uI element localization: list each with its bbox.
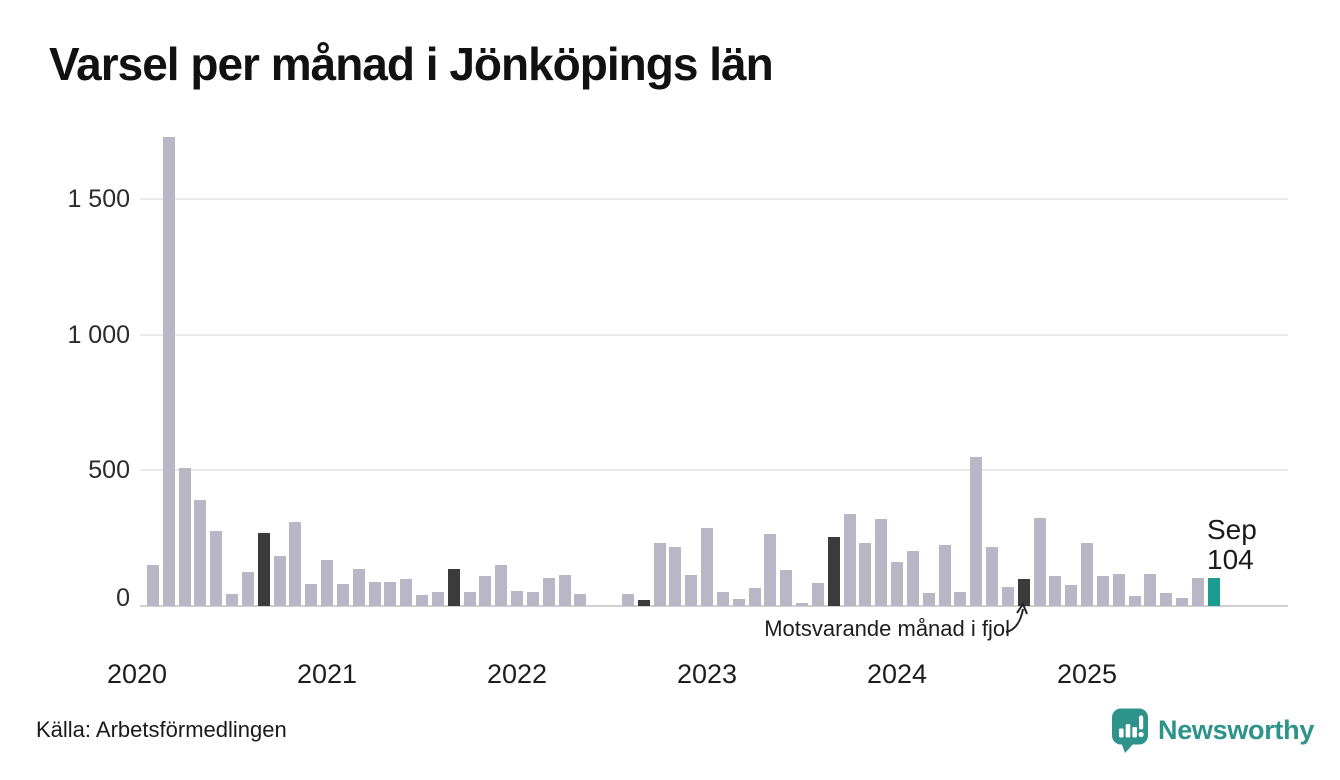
bar-jun-2024 <box>970 456 983 606</box>
current-month-label: Sep 104 <box>1207 515 1257 575</box>
bar-dec-2021 <box>495 565 508 606</box>
x-axis-year-label: 2025 <box>1056 659 1118 689</box>
bar-oct-2021 <box>463 592 476 606</box>
bar-jul-2021 <box>416 594 428 606</box>
bar-aug-2024 <box>1001 586 1014 606</box>
bar-jul-2025 <box>1176 598 1188 606</box>
bar-feb-2024 <box>906 550 919 606</box>
bar-apr-2020 <box>178 467 191 606</box>
bar-feb-2021 <box>336 584 349 606</box>
current-month-value: 104 <box>1207 544 1254 575</box>
bar-may-2024 <box>954 591 967 606</box>
bar-nov-2021 <box>479 576 492 606</box>
chart-title: Varsel per månad i Jönköpings län <box>49 38 774 90</box>
bar-feb-2020 <box>146 565 159 606</box>
bar-nov-2022 <box>669 547 682 606</box>
bar-feb-2025 <box>1096 576 1109 606</box>
bar-may-2020 <box>194 500 207 606</box>
bar-mar-2022 <box>542 578 555 606</box>
bar-sep-2023 <box>827 537 840 606</box>
bar-may-2021 <box>384 581 397 606</box>
bar-sep-2020 <box>257 532 270 606</box>
newsworthy-logo-text: Newsworthy <box>1158 715 1315 745</box>
bar-mar-2021 <box>352 569 365 606</box>
bar-sep-2022 <box>637 600 650 606</box>
bar-mar-2020 <box>162 136 175 606</box>
x-axis-baseline <box>140 605 1288 607</box>
bar-jan-2025 <box>1081 542 1093 606</box>
bar-dec-2020 <box>305 584 318 606</box>
bar-jan-2021 <box>321 559 333 606</box>
x-axis-year-label: 2021 <box>296 659 358 689</box>
x-axis-year-label: 2023 <box>676 659 738 689</box>
bar-apr-2024 <box>938 545 951 606</box>
y-axis-tick-label: 0 <box>116 584 130 612</box>
bar-sep-2024 <box>1017 579 1030 606</box>
bar-nov-2020 <box>289 521 302 606</box>
bar-jan-2022 <box>511 590 523 606</box>
y-axis-tick-label: 500 <box>88 456 130 485</box>
bar-apr-2022 <box>558 575 571 606</box>
bar-mar-2023 <box>732 599 745 606</box>
bar-sep-2025 <box>1207 577 1220 606</box>
annotation-label: Motsvarande månad i fjol <box>764 616 1010 641</box>
bar-jul-2023 <box>796 602 808 606</box>
bar-aug-2023 <box>811 582 824 606</box>
bar-dec-2024 <box>1065 585 1078 606</box>
newsworthy-logo: Newsworthy <box>1110 707 1314 754</box>
bar-apr-2023 <box>748 587 761 606</box>
bar-sep-2021 <box>447 569 460 606</box>
bar-mar-2024 <box>922 592 935 606</box>
bar-mar-2025 <box>1112 574 1125 606</box>
y-axis-tick-label: 1 500 <box>67 185 130 213</box>
gridline <box>140 333 1288 336</box>
bar-apr-2025 <box>1128 596 1141 606</box>
y-axis-tick-label: 1 000 <box>67 320 130 349</box>
bar-aug-2021 <box>431 592 444 606</box>
bar-may-2022 <box>574 594 587 606</box>
bar-oct-2022 <box>653 542 666 606</box>
bar-aug-2025 <box>1191 578 1204 606</box>
bar-jul-2024 <box>986 546 998 606</box>
bar-jun-2025 <box>1160 592 1173 606</box>
current-month-name: Sep <box>1207 514 1257 545</box>
bar-may-2023 <box>764 533 777 606</box>
annotation-arrow-icon <box>1005 601 1028 633</box>
bar-jan-2024 <box>891 561 903 606</box>
x-axis-year-label: 2020 <box>106 659 168 689</box>
newsworthy-bubble-chart-icon <box>1112 708 1148 753</box>
bar-dec-2023 <box>875 519 888 606</box>
source-note: Källa: Arbetsförmedlingen <box>36 717 287 742</box>
bar-aug-2022 <box>621 594 634 606</box>
bar-may-2025 <box>1144 574 1157 606</box>
bar-dec-2022 <box>685 575 698 606</box>
bar-feb-2023 <box>716 591 729 606</box>
bar-jul-2020 <box>226 593 238 606</box>
bar-jan-2023 <box>701 528 713 606</box>
bar-jun-2020 <box>210 531 223 606</box>
bar-oct-2020 <box>273 555 286 606</box>
x-axis-year-label: 2024 <box>866 659 928 689</box>
gridline <box>140 198 1288 200</box>
bar-aug-2020 <box>241 572 254 606</box>
bar-nov-2024 <box>1049 575 1062 606</box>
x-axis-year-label: 2022 <box>486 659 548 689</box>
bar-apr-2021 <box>368 581 381 606</box>
bar-oct-2024 <box>1033 517 1046 606</box>
bar-oct-2023 <box>843 513 856 606</box>
bar-jun-2021 <box>400 578 413 606</box>
bar-nov-2023 <box>859 542 872 606</box>
bar-jun-2023 <box>780 570 793 606</box>
bar-feb-2022 <box>526 592 539 606</box>
gridline <box>140 469 1288 472</box>
